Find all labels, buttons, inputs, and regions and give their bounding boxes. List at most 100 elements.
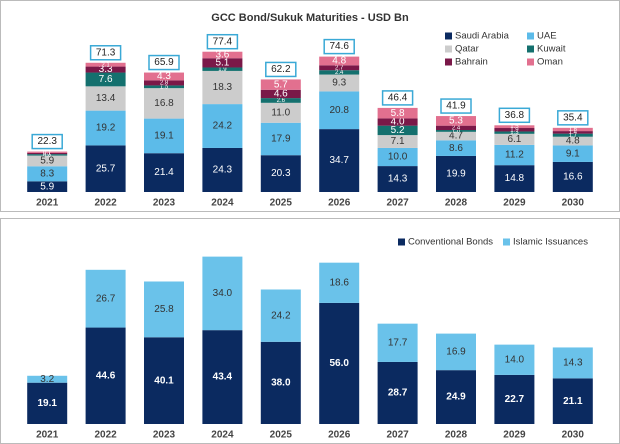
bar-segment <box>85 72 126 87</box>
bar-segment <box>494 144 535 166</box>
bar-segment <box>552 136 593 146</box>
data-label: 14.3 <box>388 174 408 185</box>
total-box <box>323 38 355 55</box>
data-label: 1.0 <box>452 128 461 134</box>
legend-swatch <box>445 58 452 66</box>
x-tick-label: 2025 <box>270 198 293 209</box>
data-label: 44.6 <box>96 370 116 381</box>
legend-swatch <box>527 58 534 66</box>
bar-segment <box>202 67 243 71</box>
data-label: 4.7 <box>449 131 463 142</box>
bar-segment <box>27 375 68 383</box>
data-label: 5.9 <box>40 156 54 167</box>
total-box <box>148 54 180 71</box>
x-tick-label: 2028 <box>445 198 468 209</box>
bar-segment <box>494 374 535 424</box>
legend-label: Islamic Issuances <box>513 237 588 248</box>
data-label: 28.7 <box>388 388 408 399</box>
data-label: 8.3 <box>40 168 54 179</box>
bar-segment <box>85 269 126 328</box>
bar-segment <box>552 133 593 137</box>
bar-segment <box>202 256 243 331</box>
bar-segment <box>202 58 243 68</box>
x-tick-label: 2024 <box>211 198 234 209</box>
bar-segment <box>319 70 360 75</box>
data-label: 8.6 <box>449 143 463 154</box>
x-tick-label: 2024 <box>211 430 234 441</box>
bar-segment <box>144 153 184 192</box>
legend-swatch <box>503 238 510 246</box>
data-label: 11.2 <box>505 150 524 161</box>
bar-segment <box>436 131 476 141</box>
data-label: 3.6 <box>215 50 229 61</box>
total-label: 65.9 <box>154 57 174 68</box>
total-box <box>498 107 531 124</box>
data-label: 2.4 <box>452 125 461 131</box>
legend-label: UAE <box>537 31 557 42</box>
bar-segment <box>436 116 476 126</box>
data-label: 21.4 <box>154 167 174 178</box>
bar-segment <box>144 281 184 338</box>
legend-label: Kuwait <box>537 44 566 55</box>
bar-segment <box>319 74 360 92</box>
x-tick-label: 2026 <box>328 198 351 209</box>
bar-segment <box>552 145 593 162</box>
data-label: 1.5 <box>160 84 169 90</box>
data-label: 4.0 <box>391 117 405 128</box>
bar-segment <box>436 333 476 371</box>
bar-segment <box>202 104 243 148</box>
total-label: 71.3 <box>96 47 116 58</box>
data-label: 19.9 <box>446 169 466 180</box>
bar-segment <box>319 91 360 130</box>
bar-segment <box>144 118 184 154</box>
data-label: 5.9 <box>40 181 54 192</box>
x-tick-label: 2025 <box>270 430 293 441</box>
x-tick-label: 2026 <box>328 430 351 441</box>
data-label: 16.8 <box>154 98 174 109</box>
bar-segment <box>552 131 593 134</box>
bar-segment <box>494 125 535 129</box>
bar-segment <box>494 165 535 192</box>
bar-segment <box>436 155 476 192</box>
bar-segment <box>377 147 418 167</box>
bar-segment <box>260 98 301 103</box>
bar-segment <box>319 56 360 66</box>
data-label: 25.8 <box>154 304 174 315</box>
legend-swatch <box>527 32 534 40</box>
data-label: 20.8 <box>329 105 349 116</box>
total-label: 36.8 <box>505 110 525 121</box>
data-label: 24.2 <box>213 121 233 132</box>
x-tick-label: 2022 <box>94 198 117 209</box>
bar-segment <box>436 140 476 156</box>
bar-segment <box>494 128 535 132</box>
bar-segment <box>85 110 126 146</box>
total-box <box>89 45 122 61</box>
bar-segment <box>260 341 301 424</box>
bar-segment <box>552 127 593 132</box>
bar-segment <box>85 145 126 192</box>
bar-segment <box>27 181 68 192</box>
data-label: 11.0 <box>271 107 290 118</box>
bar-segment <box>436 370 476 424</box>
data-label: 17.9 <box>271 134 291 145</box>
data-label: 6.1 <box>507 134 521 145</box>
data-label: 34.0 <box>213 288 233 299</box>
x-tick-label: 2030 <box>562 198 585 209</box>
bar-segment <box>494 133 535 145</box>
bar-segment <box>85 86 126 111</box>
bar-segment <box>27 166 68 182</box>
data-label: 20.3 <box>271 168 291 179</box>
total-label: 22.3 <box>37 136 57 147</box>
bar-segment <box>436 125 476 131</box>
total-box <box>557 110 589 126</box>
bar-segment <box>494 344 535 375</box>
bar-segment <box>377 118 418 126</box>
bar-segment <box>377 125 418 136</box>
data-label: 4.3 <box>157 71 171 82</box>
bar-segment <box>144 85 184 89</box>
data-label: 24.3 <box>213 165 233 176</box>
x-tick-label: 2030 <box>562 430 585 441</box>
data-label: 26.7 <box>96 293 116 304</box>
legend-label: Saudi Arabia <box>455 31 510 42</box>
